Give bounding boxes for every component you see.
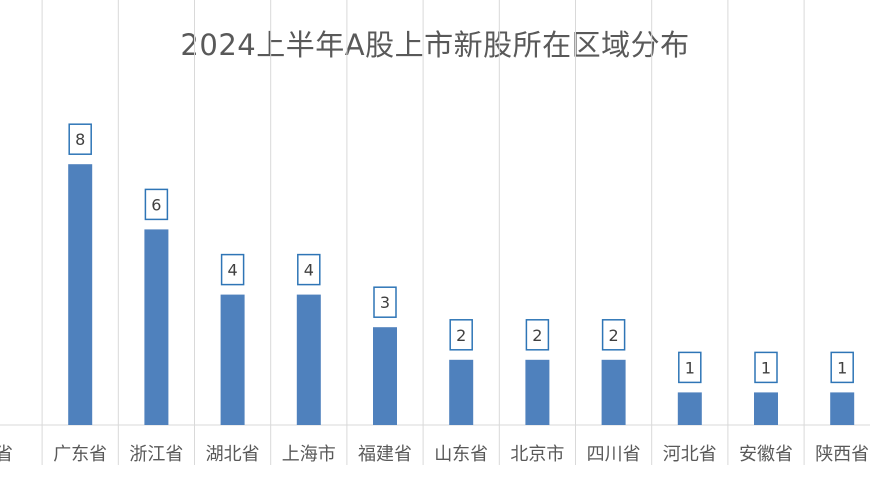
data-label-box	[144, 188, 169, 221]
x-tick-label: 福建省	[358, 444, 412, 465]
bar	[677, 392, 702, 425]
x-tick-label: 安徽省	[739, 444, 793, 465]
x-tick-label: 四川省	[587, 444, 641, 465]
x-tick-label: 山东省	[434, 444, 488, 465]
data-label: 2	[532, 326, 542, 345]
data-label: 3	[380, 293, 390, 312]
bar	[144, 229, 169, 425]
data-label: 6	[151, 195, 161, 214]
data-label: 2	[609, 326, 619, 345]
data-label-box	[830, 351, 854, 384]
x-tick-label: 浙江省	[129, 444, 183, 465]
bar	[754, 392, 778, 425]
data-label-box	[449, 319, 473, 351]
chart-title: 2024上半年A股上市新股所在区域分布	[180, 28, 690, 62]
bar	[449, 359, 474, 425]
x-tick-label: 上海市	[282, 444, 336, 465]
x-tick-label: 河北省	[663, 444, 717, 465]
data-label: 1	[837, 358, 847, 377]
x-tick-label: 省	[0, 444, 13, 465]
bar	[373, 327, 397, 425]
data-label-box	[754, 351, 778, 384]
data-label-box	[297, 253, 321, 286]
data-label: 4	[228, 261, 238, 280]
bar	[830, 392, 855, 425]
bar	[296, 294, 321, 425]
bar	[601, 359, 626, 425]
data-label-box	[678, 351, 702, 384]
data-label-box	[601, 319, 626, 351]
bar	[525, 359, 550, 425]
gridlines	[41, 0, 805, 465]
data-label: 8	[75, 130, 85, 149]
data-label-box	[220, 253, 245, 286]
data-label-box	[68, 123, 92, 155]
x-tick-label: 广东省	[53, 444, 107, 465]
data-label: 2	[456, 326, 466, 345]
data-label-box	[525, 319, 550, 351]
data-label: 1	[761, 358, 771, 377]
bar	[220, 294, 245, 425]
x-tick-label: 陕西省	[815, 444, 869, 465]
data-label: 4	[304, 261, 314, 280]
data-label-box	[373, 286, 397, 318]
x-tick-label: 北京市	[510, 444, 564, 465]
x-tick-label: 湖北省	[206, 444, 260, 465]
data-label: 1	[685, 358, 695, 377]
bar	[68, 164, 93, 425]
